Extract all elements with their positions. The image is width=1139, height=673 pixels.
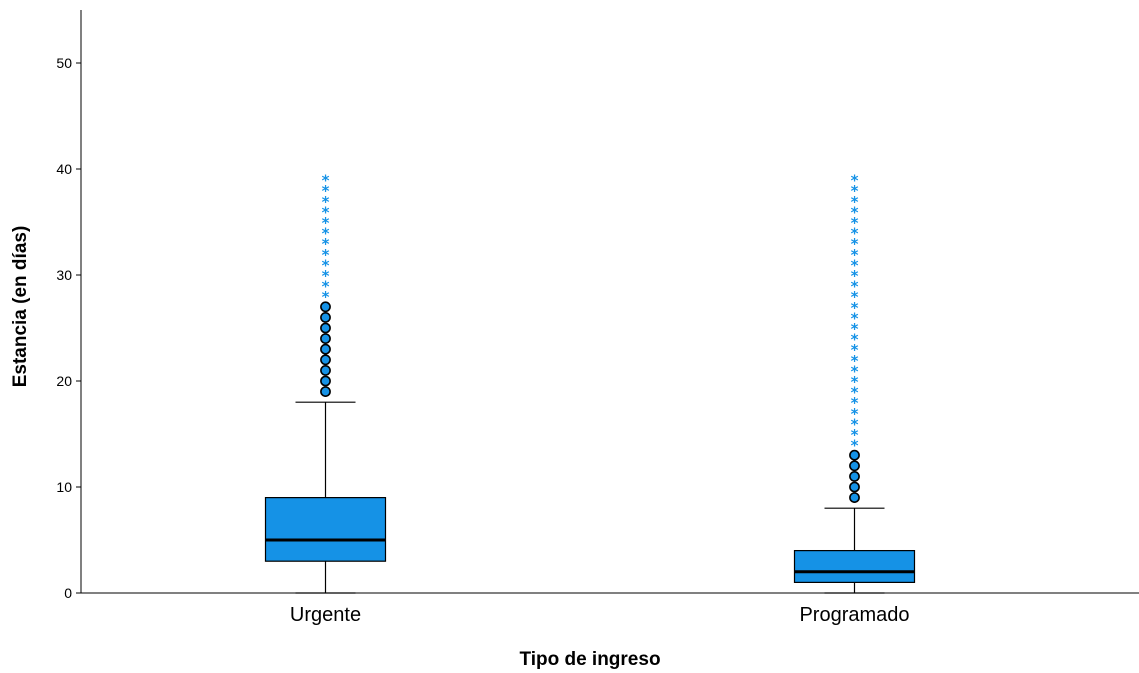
x-tick-label: Urgente xyxy=(290,604,361,626)
y-tick-label: 20 xyxy=(56,373,72,389)
y-axis-title: Estancia (en días) xyxy=(10,226,31,388)
extreme-point: * xyxy=(851,426,859,444)
y-tick-label: 30 xyxy=(56,267,72,283)
box-group: ************************** xyxy=(793,172,916,594)
extreme-point: * xyxy=(851,182,859,200)
extreme-point: * xyxy=(851,203,859,221)
outlier-point xyxy=(320,322,331,334)
extreme-point: * xyxy=(322,256,330,274)
extreme-point: * xyxy=(851,373,859,391)
extreme-point: * xyxy=(851,214,859,232)
outlier-point xyxy=(849,492,860,503)
outlier-point xyxy=(320,311,331,323)
extreme-point: * xyxy=(851,235,859,253)
extreme-point: * xyxy=(851,352,859,370)
extreme-point: * xyxy=(322,288,330,306)
y-tick-label: 40 xyxy=(56,161,72,177)
y-tick-label: 0 xyxy=(64,585,72,601)
extreme-point: * xyxy=(851,267,859,285)
x-tick-label: Programado xyxy=(799,604,909,626)
extreme-point: * xyxy=(851,193,859,211)
extreme-point: * xyxy=(322,225,330,243)
extreme-point: * xyxy=(322,235,330,253)
extreme-point: * xyxy=(322,267,330,285)
boxes: ************************************** xyxy=(264,172,916,594)
y-tick-label: 10 xyxy=(56,479,72,495)
extreme-point: * xyxy=(851,172,859,190)
extreme-point: * xyxy=(851,225,859,243)
extreme-point: * xyxy=(851,341,859,359)
extreme-point: * xyxy=(851,299,859,317)
extreme-point: * xyxy=(322,172,330,190)
extreme-point: * xyxy=(851,278,859,296)
extreme-point: * xyxy=(851,405,859,423)
outlier-point xyxy=(849,449,860,461)
extreme-point: * xyxy=(322,246,330,264)
extreme-point: * xyxy=(322,203,330,221)
extreme-point: * xyxy=(851,320,859,338)
extreme-point: * xyxy=(851,384,859,402)
outlier-point xyxy=(320,333,331,344)
extreme-point: * xyxy=(851,246,859,264)
outlier-point xyxy=(320,354,331,366)
outlier-point xyxy=(320,364,331,376)
extreme-point: * xyxy=(851,331,859,349)
extreme-point: * xyxy=(851,256,859,274)
outlier-point xyxy=(849,460,860,472)
box-group: ************ xyxy=(264,172,387,594)
extreme-point: * xyxy=(851,394,859,412)
extreme-point: * xyxy=(322,182,330,200)
outlier-point xyxy=(320,375,331,387)
extreme-point: * xyxy=(322,214,330,232)
extreme-point: * xyxy=(851,362,859,380)
x-axis-title: Tipo de ingreso xyxy=(519,649,660,670)
box-iqr xyxy=(793,549,916,583)
outlier-point xyxy=(849,481,860,493)
extreme-point: * xyxy=(322,193,330,211)
axes: 0 10 20 30 40 50 Urgente Programado xyxy=(56,10,1139,626)
extreme-point: * xyxy=(851,288,859,306)
extreme-point: * xyxy=(851,415,859,433)
outlier-point xyxy=(849,470,860,482)
y-tick-label: 50 xyxy=(56,55,72,71)
extreme-point: * xyxy=(322,278,330,296)
box-iqr xyxy=(264,497,387,562)
outlier-point xyxy=(320,343,331,355)
outlier-point xyxy=(320,386,331,397)
extreme-point: * xyxy=(851,437,859,455)
outlier-point xyxy=(320,301,331,313)
extreme-point: * xyxy=(851,309,859,327)
